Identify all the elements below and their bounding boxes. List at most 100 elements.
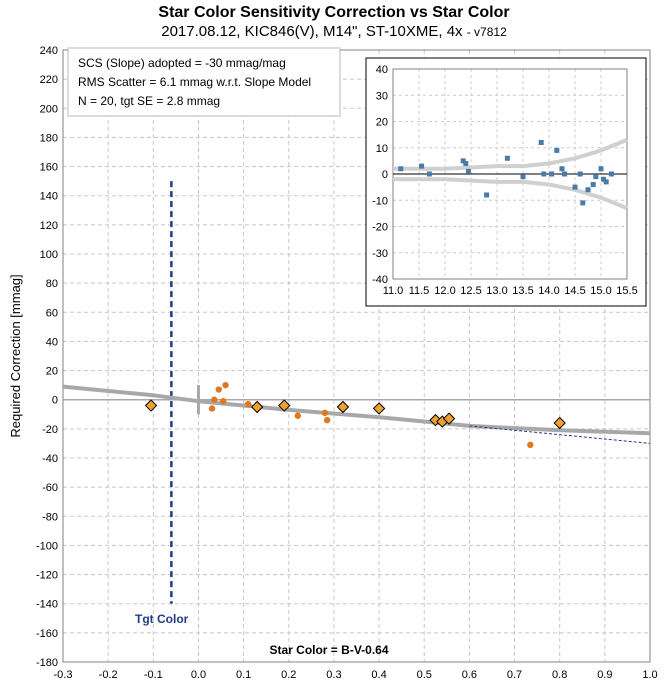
version-label: - v7812	[466, 25, 507, 39]
data-point-diamond	[442, 412, 456, 425]
inset-x-tick-label: 14.5	[564, 285, 585, 297]
data-point-diamond	[144, 399, 158, 412]
y-axis-label: Required Correction [mmag]	[8, 274, 23, 437]
inset-y-tick-label: 0	[382, 169, 388, 181]
y-tick-label: -140	[36, 599, 58, 611]
y-tick-label: -40	[42, 453, 58, 465]
chart-title: Star Color Sensitivity Correction vs Sta…	[158, 4, 510, 21]
inset-data-point	[590, 182, 596, 187]
x-tick-label: 0.7	[507, 669, 522, 681]
inset-envelope-upper	[393, 138, 628, 171]
y-tick-label: 240	[40, 45, 58, 57]
y-tick-label: 80	[46, 278, 58, 290]
inset-data-point	[585, 187, 591, 193]
chart-subtitle: 2017.08.12, KIC846(V), M14", ST-10XME, 4…	[0, 23, 668, 40]
x-tick-label: 0.9	[597, 669, 612, 681]
inset-data-point	[577, 171, 583, 177]
inset-envelope-lower	[393, 177, 628, 210]
inset-data-point	[562, 171, 568, 177]
x-tick-label: 0.3	[326, 669, 341, 681]
y-tick-label: 220	[40, 74, 58, 86]
data-point-circle	[321, 409, 329, 417]
y-tick-label: 0	[52, 395, 58, 407]
y-tick-label: 200	[40, 103, 58, 115]
model-curve	[62, 384, 651, 436]
y-tick-label: -20	[42, 424, 58, 436]
x-tick-label: 0.5	[417, 669, 432, 681]
y-tick-label: -80	[42, 511, 58, 523]
inset-data-point	[465, 168, 471, 174]
x-tick-label: 0.4	[371, 669, 386, 681]
x-tick-label: 0.6	[462, 669, 477, 681]
inset-y-tick-label: -20	[372, 222, 388, 234]
inset-x-tick-label: 14.0	[538, 285, 559, 297]
inset-y-tick-label: 30	[376, 90, 388, 102]
x-tick-label: 1.0	[642, 669, 657, 681]
inset-data-point	[419, 163, 425, 169]
data-point-circle	[215, 386, 222, 393]
inset-x-tick-label: 15.5	[616, 285, 637, 297]
x-tick-label: -0.2	[99, 669, 118, 681]
x-tick-label: 0.1	[236, 669, 251, 681]
inset-y-tick-label: -10	[372, 195, 388, 207]
tick-labels: -0.3 -0.2 -0.1 0.0 0.1 0.2 0.3 0.4 0.5 0.6 0.7 0.8 0…	[36, 45, 658, 681]
x-tick-label: 0.2	[281, 669, 296, 681]
inset-x-tick-label: 11.5	[409, 285, 430, 297]
inset-y-tick-label: 40	[376, 64, 388, 76]
data-point-circle	[527, 441, 534, 449]
inset-y-tick-label: -40	[372, 274, 388, 286]
inset-plot: 11.0 11.5 12.0 12.5 13.0 13.5 14.0 14.5 15.0 15.5…	[365, 57, 647, 307]
model-curves	[62, 384, 651, 444]
data-point-diamond	[336, 400, 350, 414]
x-tick-label: 0.0	[191, 669, 206, 681]
inset-x-tick-label: 11.0	[383, 285, 404, 297]
y-tick-label: 60	[46, 307, 58, 319]
inset-data-point	[484, 192, 490, 198]
data-point-circle	[323, 416, 331, 424]
subtitle-text: 2017.08.12, KIC846(V), M14", ST-10XME, 4…	[161, 23, 463, 40]
note-rms: RMS Scatter = 6.1 mmag w.r.t. Slope Mode…	[78, 75, 311, 89]
data-point-circle	[220, 397, 227, 405]
target-color-label: Tgt Color	[135, 612, 189, 626]
inset-data-point	[580, 200, 586, 206]
x-tick-label: -0.1	[144, 669, 163, 681]
y-tick-label: 40	[46, 336, 58, 348]
y-tick-label: 140	[40, 191, 58, 203]
data-points	[144, 381, 566, 449]
data-point-diamond	[278, 399, 291, 412]
y-tick-label: 20	[46, 366, 58, 378]
stats-box: SCS (Slope) adopted = -30 mmag/mag RMS S…	[67, 47, 341, 117]
plot-frame	[62, 49, 651, 663]
x-axis-label: Star Color = B-V-0.64	[269, 643, 388, 657]
inset-x-tick-label: 13.5	[512, 285, 533, 297]
inset-x-tick-label: 12.5	[460, 285, 481, 297]
inset-data-point	[541, 171, 547, 177]
data-point-circle	[294, 412, 301, 419]
y-tick-label: -160	[36, 628, 58, 640]
x-tick-label: 0.8	[552, 669, 567, 681]
note-slope: SCS (Slope) adopted = -30 mmag/mag	[78, 56, 286, 70]
inset-y-tick-label: -30	[372, 248, 388, 260]
inset-data-point	[520, 174, 526, 180]
y-tick-label: -180	[36, 657, 58, 669]
inset-data-point	[426, 171, 432, 177]
inset-y-tick-label: 10	[376, 143, 388, 155]
inset-x-tick-label: 15.0	[590, 285, 611, 297]
inset-data-point	[398, 166, 404, 172]
x-tick-label: -0.3	[54, 669, 73, 681]
inset-data-point	[598, 166, 604, 172]
inset-data-point	[504, 155, 510, 161]
data-point-diamond	[372, 402, 386, 415]
data-point-circle	[222, 381, 229, 389]
data-point-diamond	[250, 400, 264, 414]
inset-data-point	[463, 161, 469, 166]
inset-x-tick-label: 12.0	[434, 285, 455, 297]
inset-x-tick-label: 13.0	[486, 285, 507, 297]
inset-data-point	[559, 166, 565, 172]
y-tick-label: -60	[42, 482, 58, 494]
data-point-circle	[208, 405, 216, 412]
inset-data-point	[601, 176, 607, 182]
inset-y-tick-label: 20	[376, 117, 388, 129]
y-tick-label: 120	[40, 220, 58, 232]
